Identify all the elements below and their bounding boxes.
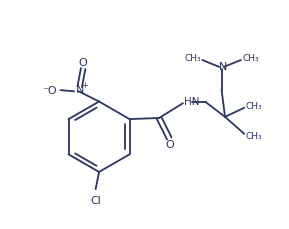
Text: Cl: Cl [90,196,101,205]
Text: CH₃: CH₃ [242,54,259,63]
Text: O: O [79,57,88,68]
Text: N: N [75,85,84,95]
Text: O: O [165,139,174,150]
Text: HN: HN [184,96,200,106]
Text: ⁻O: ⁻O [42,86,57,96]
Text: CH₃: CH₃ [245,131,262,140]
Text: CH₃: CH₃ [245,101,262,111]
Text: CH₃: CH₃ [184,54,201,63]
Text: N: N [218,61,227,71]
Text: +: + [81,81,88,90]
